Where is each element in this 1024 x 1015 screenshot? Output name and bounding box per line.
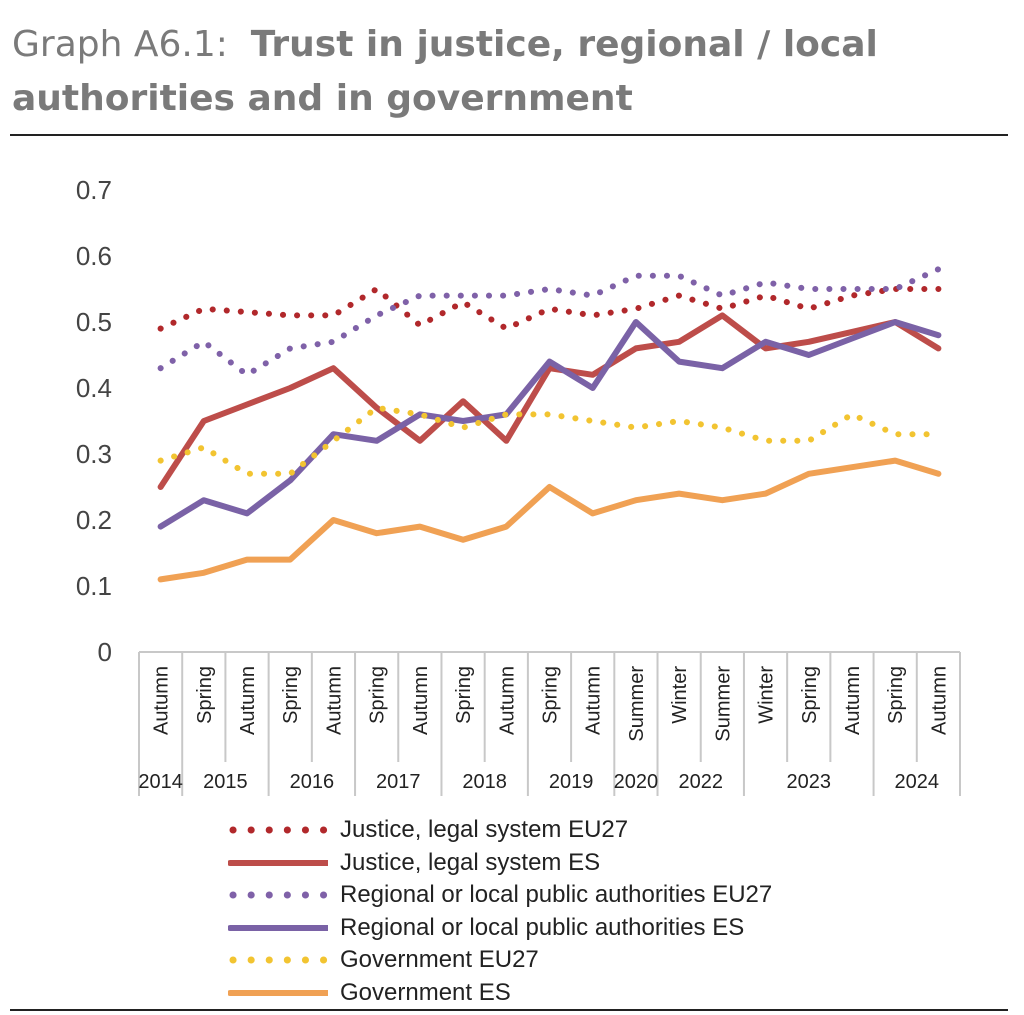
x-category-label: Autumn [842,666,864,735]
x-year-label: 2018 [462,771,507,793]
y-tick-label: 0 [98,637,112,667]
x-category-label: Spring [280,666,302,724]
legend-swatch [229,826,328,834]
x-category-label: Winter [669,666,691,724]
x-year-label: 2016 [290,771,335,793]
x-year-label: 2017 [376,771,421,793]
title-prefix: Graph A6.1: [12,24,228,65]
title-underline [10,134,1008,136]
legend-swatch [228,924,328,931]
series-line [157,312,942,490]
x-category-label: Spring [194,666,216,724]
x-category-label: Autumn [151,666,173,735]
x-category-label: Spring [453,666,475,724]
x-category-label: Autumn [928,666,950,735]
title-line-2: authorities and in government [12,78,633,119]
legend-label: Justice, legal system EU27 [340,816,629,844]
title-main: Trust in justice, regional / local [250,24,878,65]
legend-label: Justice, legal system ES [340,848,601,876]
x-category-label: Spring [799,666,821,724]
series-line [157,266,942,378]
x-category-label: Autumn [410,666,432,735]
x-category-label: Summer [626,666,648,742]
legend-item: Government ES [228,977,772,1010]
x-year-label: 2019 [549,771,594,793]
legend-label: Government EU27 [340,946,539,974]
chart-title: Graph A6.1: Trust in justice, regional /… [12,18,1008,126]
legend-swatch [228,859,328,866]
y-tick-label: 0.3 [76,439,112,469]
x-category-label: Spring [367,666,389,724]
y-tick-label: 0.5 [76,307,112,337]
bottom-rule [10,1009,1008,1011]
x-year-label: 2015 [203,771,248,793]
x-category-label: Autumn [237,666,259,735]
series-line [157,457,942,583]
y-tick-label: 0.7 [76,175,112,205]
x-category-label: Spring [540,666,562,724]
legend-swatch [229,891,328,899]
series-line [157,404,942,477]
legend-swatch [228,989,328,996]
y-tick-label: 0.1 [76,571,112,601]
x-category-label: Winter [756,666,778,724]
y-tick-label: 0.4 [76,373,112,403]
x-year-label: 2023 [787,771,832,793]
x-category-label: Spring [885,666,907,724]
x-year-label: 2022 [678,771,723,793]
x-year-label: 2024 [895,771,940,793]
series-line [157,319,942,530]
legend-item: Justice, legal system ES [228,847,772,880]
chart-legend: Justice, legal system EU27 Justice, legal… [228,814,772,1009]
legend-item: Government EU27 [228,944,772,977]
y-tick-label: 0.2 [76,505,112,535]
x-year-label: 2014 [138,771,183,793]
x-category-label: Autumn [583,666,605,735]
legend-label: Regional or local public authorities EU2… [340,881,773,909]
x-year-label: 2020 [614,771,659,793]
legend-item: Justice, legal system EU27 [228,814,772,847]
legend-item: Regional or local public authorities EU2… [228,879,772,912]
line-chart: 0 0.1 0.2 0.3 0.4 0.5 0.6 0.7 Autumn Spring Autumn… [76,175,961,796]
legend-item: Regional or local public authorities ES [228,912,772,945]
title-line-1: Graph A6.1: Trust in justice, regional /… [12,18,1008,72]
x-category-label: Summer [712,666,734,742]
legend-label: Government ES [340,978,511,1006]
y-tick-label: 0.6 [76,241,112,271]
x-category-label: Autumn [496,666,518,735]
series-line [157,286,942,332]
legend-swatch [229,956,328,964]
legend-label: Regional or local public authorities ES [340,913,745,941]
x-category-label: Autumn [323,666,345,735]
